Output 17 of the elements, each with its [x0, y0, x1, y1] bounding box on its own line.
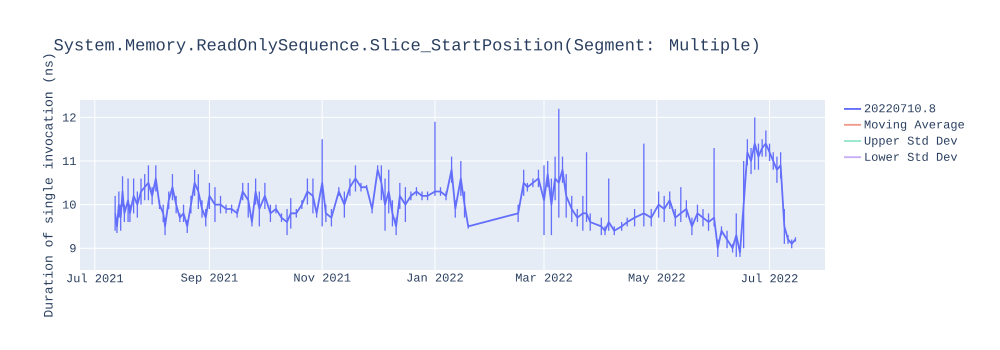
x-tick-label: Jan 2022	[407, 274, 463, 282]
x-tick-label: Jul 2021	[67, 274, 124, 282]
x-tick-label: Mar 2022	[516, 274, 572, 282]
y-tick-label: 12	[62, 113, 76, 122]
x-tick-label: Nov 2021	[294, 274, 350, 282]
x-tick-label: May 2022	[628, 274, 685, 284]
y-tick-label: 10	[62, 200, 76, 209]
legend-label: Upper Std Dev	[864, 136, 958, 148]
y-axis-title: Duration of single invocation (ns)	[43, 54, 56, 317]
x-tick-label: Jul 2022	[742, 274, 798, 282]
legend-label: 20220710.8	[864, 104, 936, 112]
chart-title: System.Memory.ReadOnlySequence.Slice_StartPosition(Segment: Multiple)	[54, 38, 758, 54]
legend-label: Moving Average	[864, 120, 964, 131]
x-tick-label: Sep 2021	[181, 274, 238, 284]
legend-label: Lower Std Dev	[865, 152, 958, 161]
y-tick-label: 9	[70, 244, 76, 252]
y-tick-label: 11	[62, 157, 76, 165]
